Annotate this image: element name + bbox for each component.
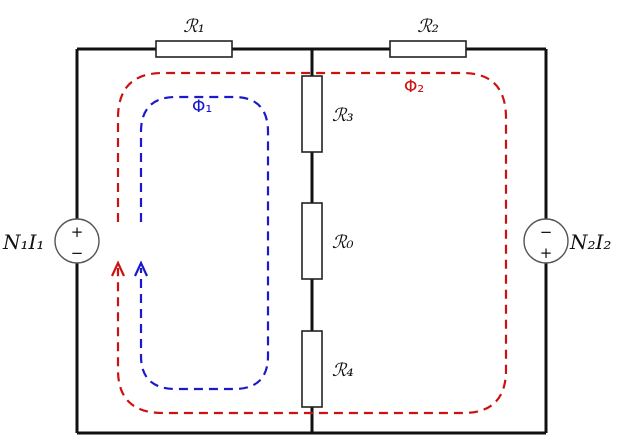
source-left-circle (54, 218, 100, 264)
resistor-r0 (301, 202, 323, 280)
resistor-r3-label: ℛ₃ (332, 105, 354, 126)
resistor-r0-label: ℛ₀ (332, 232, 354, 253)
flux-phi2-path (111, 71, 508, 415)
source-right: − + (523, 218, 569, 264)
phi2-arrow-head (111, 260, 125, 277)
resistor-r4-label: ℛ₄ (332, 360, 354, 381)
flux-phi1-path (134, 95, 270, 391)
resistor-r2-label: ℛ₂ (417, 16, 439, 37)
source-right-circle (523, 218, 569, 264)
resistor-r1-label: ℛ₁ (183, 16, 205, 37)
resistor-r3 (301, 75, 323, 153)
flux-phi1-label: Φ₁ (192, 97, 212, 117)
source-right-bottom-sign: + (540, 244, 553, 262)
flux-phi2-label: Φ₂ (404, 77, 424, 97)
source-right-label: N₂I₂ (569, 230, 611, 254)
source-left: + − (54, 218, 100, 264)
source-left-top-sign: + (71, 223, 84, 241)
resistor-r4 (301, 330, 323, 408)
source-left-label: N₁I₁ (2, 230, 44, 254)
resistor-r1 (155, 40, 233, 58)
source-left-bottom-sign: − (71, 244, 84, 262)
resistor-r2 (389, 40, 467, 58)
phi1-arrow-head (134, 260, 148, 277)
source-right-top-sign: − (540, 223, 553, 241)
